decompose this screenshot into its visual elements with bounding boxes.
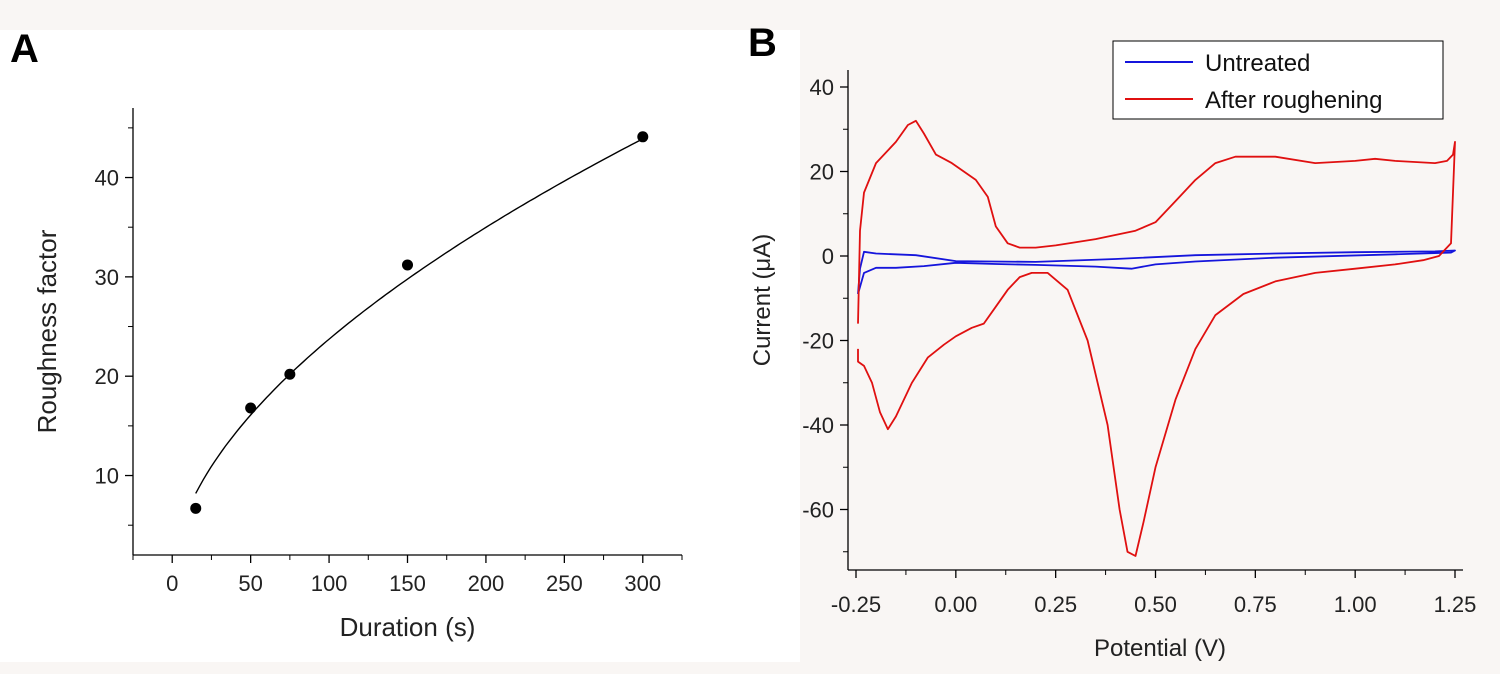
b-series-untreated (857, 249, 1456, 295)
panel-a-background (0, 30, 800, 662)
b-x-tick-label: 0.75 (1234, 592, 1277, 617)
a-data-point (245, 402, 257, 414)
b-y-tick-label: 20 (810, 160, 834, 185)
panel-a-letter: A (10, 27, 39, 71)
b-x-tick-label: 0.50 (1134, 592, 1177, 617)
b-legend-label-after-roughening: After roughening (1205, 87, 1382, 114)
b-legend-box (1112, 40, 1444, 120)
a-x-tick-label: 300 (624, 571, 661, 596)
b-y-tick-label: -60 (802, 498, 834, 523)
b-x-tick-label: -0.25 (831, 592, 881, 617)
a-x-axis-label: Duration (s) (340, 612, 476, 642)
a-y-axis-label: Roughness factor (32, 229, 62, 433)
b-x-ticks: -0.25 0.00 0.25 0.50 0.75 1.00 1.25 (831, 570, 1476, 617)
bottom-strip (0, 662, 1500, 674)
b-series-after-roughening (857, 119, 1456, 557)
b-legend-label-untreated: Untreated (1205, 50, 1310, 77)
a-x-tick-label: 0 (166, 571, 178, 596)
b-y-ticks: 40 20 0 -20 -40 -60 (802, 75, 848, 553)
a-x-tick-label: 50 (238, 571, 262, 596)
a-y-tick-label: 30 (95, 265, 119, 290)
b-y-tick-label: 40 (810, 75, 834, 100)
b-x-tick-label: 0.25 (1034, 592, 1077, 617)
a-y-ticks: 10 20 30 40 (95, 127, 133, 526)
a-fit-curve (195, 138, 644, 494)
b-x-tick-label: 1.00 (1334, 592, 1377, 617)
chart-b: -0.25 0.00 0.25 0.50 0.75 1.00 1.25 40 20 0 -20 -4… (749, 40, 1476, 662)
a-data-point (284, 368, 296, 380)
b-x-axis-label: Potential (V) (1094, 635, 1226, 662)
a-y-tick-label: 10 (95, 464, 119, 489)
a-y-tick-label: 20 (95, 364, 119, 389)
a-x-tick-label: 100 (311, 571, 348, 596)
a-x-tick-label: 250 (546, 571, 583, 596)
a-x-tick-label: 200 (468, 571, 505, 596)
a-data-point (190, 502, 202, 514)
a-data-point (637, 131, 649, 143)
b-y-axis-label: Current (μA) (749, 234, 776, 367)
a-data-point (402, 259, 413, 271)
chart-a: 0 50 100 150 200 250 300 10 20 30 40 Duration (s)… (32, 108, 683, 642)
a-x-ticks: 0 50 100 150 200 250 300 (132, 555, 683, 596)
b-y-tick-label: -20 (802, 329, 834, 354)
a-data-points (190, 131, 649, 514)
b-x-tick-label: 0.00 (934, 592, 977, 617)
a-x-tick-label: 150 (389, 571, 426, 596)
b-y-tick-label: -40 (802, 413, 834, 438)
b-x-tick-label: 1.25 (1434, 592, 1477, 617)
a-y-tick-label: 40 (95, 166, 119, 191)
b-y-tick-label: 0 (822, 244, 834, 269)
b-legend: Untreated After roughening (1112, 40, 1444, 120)
panel-b-letter: B (748, 21, 777, 65)
